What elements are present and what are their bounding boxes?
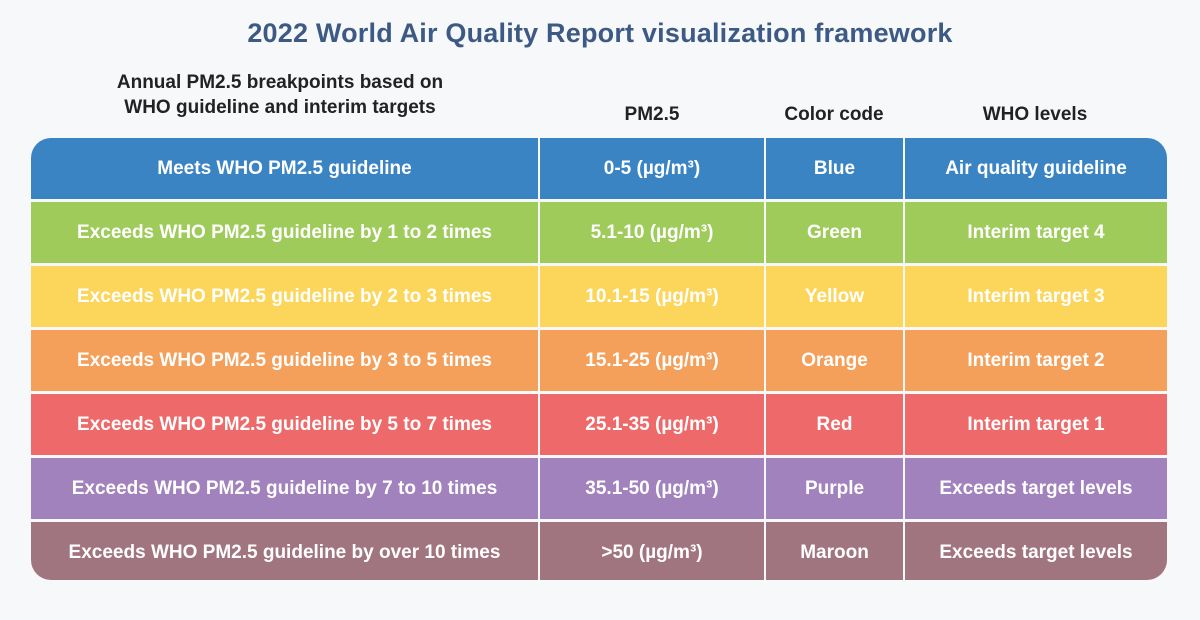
description-cell: Exceeds WHO PM2.5 guideline by 1 to 2 ti…	[31, 202, 538, 263]
who-level-cell: Interim target 1	[903, 394, 1167, 455]
description-cell: Exceeds WHO PM2.5 guideline by 5 to 7 ti…	[31, 394, 538, 455]
header-breakpoints: Annual PM2.5 breakpoints based on WHO gu…	[60, 70, 500, 120]
who-level-cell: Exceeds target levels	[903, 458, 1167, 519]
pm25-breakpoint-table: Meets WHO PM2.5 guideline 0-5 (µg/m³) Bl…	[31, 138, 1167, 580]
who-level-cell: Interim target 4	[903, 202, 1167, 263]
pm25-cell: 0-5 (µg/m³)	[538, 138, 764, 199]
color-code-cell: Orange	[764, 330, 903, 391]
color-code-cell: Maroon	[764, 522, 903, 580]
pm25-cell: 10.1-15 (µg/m³)	[538, 266, 764, 327]
pm25-cell: >50 (µg/m³)	[538, 522, 764, 580]
color-code-cell: Yellow	[764, 266, 903, 327]
color-code-cell: Red	[764, 394, 903, 455]
header-breakpoints-line1: Annual PM2.5 breakpoints based on	[116, 72, 444, 93]
description-cell: Exceeds WHO PM2.5 guideline by 7 to 10 t…	[31, 458, 538, 519]
table-row: Exceeds WHO PM2.5 guideline by 2 to 3 ti…	[31, 263, 1167, 327]
description-cell: Meets WHO PM2.5 guideline	[31, 138, 538, 199]
who-level-cell: Exceeds target levels	[903, 522, 1167, 580]
table-row: Exceeds WHO PM2.5 guideline by 3 to 5 ti…	[31, 327, 1167, 391]
table-row: Exceeds WHO PM2.5 guideline by 1 to 2 ti…	[31, 199, 1167, 263]
header-who-levels: WHO levels	[982, 104, 1088, 125]
header-pm25: PM2.5	[624, 104, 680, 125]
table-row: Exceeds WHO PM2.5 guideline by 5 to 7 ti…	[31, 391, 1167, 455]
color-code-cell: Green	[764, 202, 903, 263]
description-cell: Exceeds WHO PM2.5 guideline by over 10 t…	[31, 522, 538, 580]
description-cell: Exceeds WHO PM2.5 guideline by 3 to 5 ti…	[31, 330, 538, 391]
pm25-cell: 5.1-10 (µg/m³)	[538, 202, 764, 263]
table-row: Exceeds WHO PM2.5 guideline by over 10 t…	[31, 519, 1167, 580]
pm25-cell: 35.1-50 (µg/m³)	[538, 458, 764, 519]
color-code-cell: Blue	[764, 138, 903, 199]
table-row: Meets WHO PM2.5 guideline 0-5 (µg/m³) Bl…	[31, 138, 1167, 199]
who-level-cell: Air quality guideline	[903, 138, 1167, 199]
pm25-cell: 15.1-25 (µg/m³)	[538, 330, 764, 391]
table-row: Exceeds WHO PM2.5 guideline by 7 to 10 t…	[31, 455, 1167, 519]
who-level-cell: Interim target 2	[903, 330, 1167, 391]
description-cell: Exceeds WHO PM2.5 guideline by 2 to 3 ti…	[31, 266, 538, 327]
header-breakpoints-line2: WHO guideline and interim targets	[124, 97, 436, 118]
color-code-cell: Purple	[764, 458, 903, 519]
header-color-code: Color code	[784, 104, 884, 125]
who-level-cell: Interim target 3	[903, 266, 1167, 327]
page-title: 2022 World Air Quality Report visualizat…	[247, 18, 953, 48]
pm25-cell: 25.1-35 (µg/m³)	[538, 394, 764, 455]
